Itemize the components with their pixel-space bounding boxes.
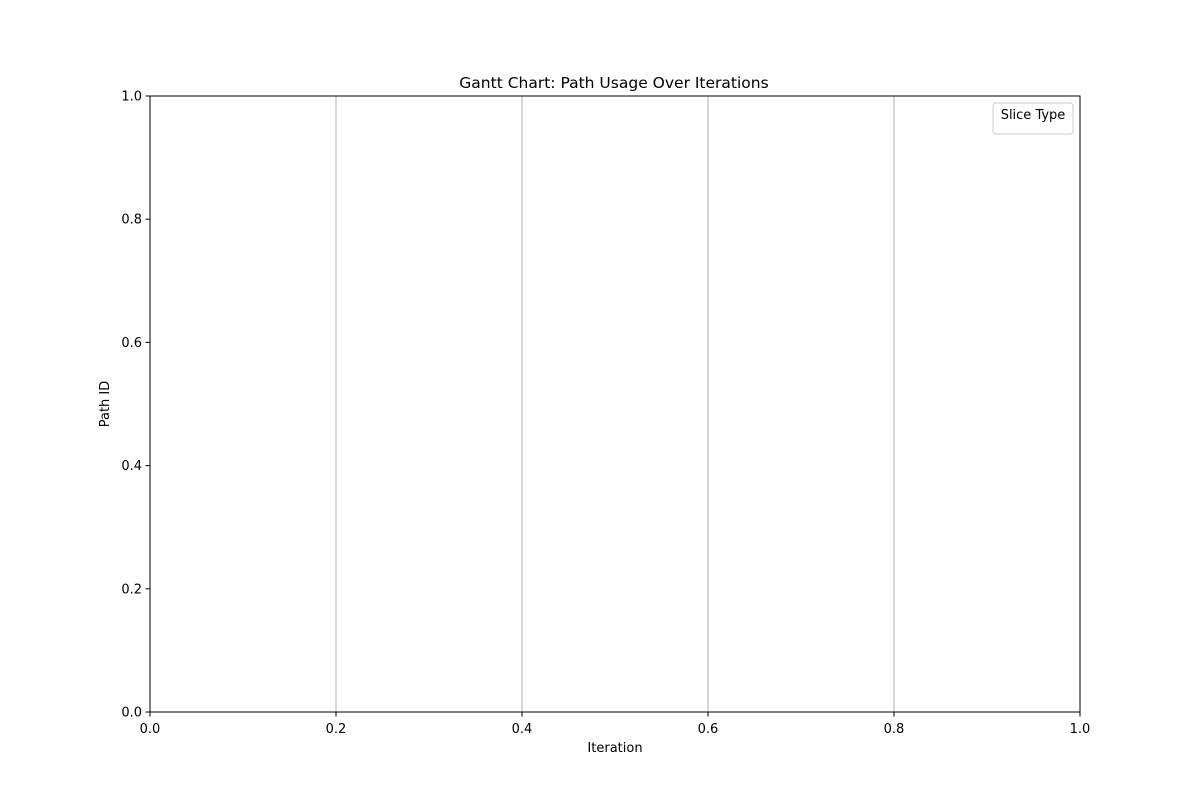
x-tick-label: 0.4	[512, 722, 533, 737]
x-tick-label: 0.0	[140, 722, 161, 737]
y-tick-label: 0.4	[121, 459, 142, 474]
legend-box	[992, 102, 1074, 135]
y-tick-label: 0.6	[121, 336, 142, 351]
plot-frame	[149, 95, 1081, 713]
x-axis-ticks: 0.0 0.2 0.4 0.6 0.8 1.0	[140, 712, 1091, 737]
y-tick-label: 0.2	[121, 582, 142, 597]
y-tick-label: 0.8	[121, 213, 142, 228]
y-tick-label: 0.0	[121, 706, 142, 721]
x-tick-label: 0.8	[884, 722, 905, 737]
chart-title: Gantt Chart: Path Usage Over Iterations	[459, 74, 768, 92]
x-tick-label: 1.0	[1070, 722, 1091, 737]
y-axis-ticks: 0.0 0.2 0.4 0.6 0.8 1.0	[121, 90, 150, 721]
legend: Slice Type	[992, 102, 1074, 135]
x-tick-label: 0.2	[326, 722, 347, 737]
x-gridlines	[335, 96, 895, 712]
y-tick-label: 1.0	[121, 90, 142, 105]
x-axis-label: Iteration	[587, 741, 642, 756]
x-tick-label: 0.6	[698, 722, 719, 737]
legend-title: Slice Type	[1001, 108, 1066, 123]
y-axis-label: Path ID	[98, 381, 113, 428]
